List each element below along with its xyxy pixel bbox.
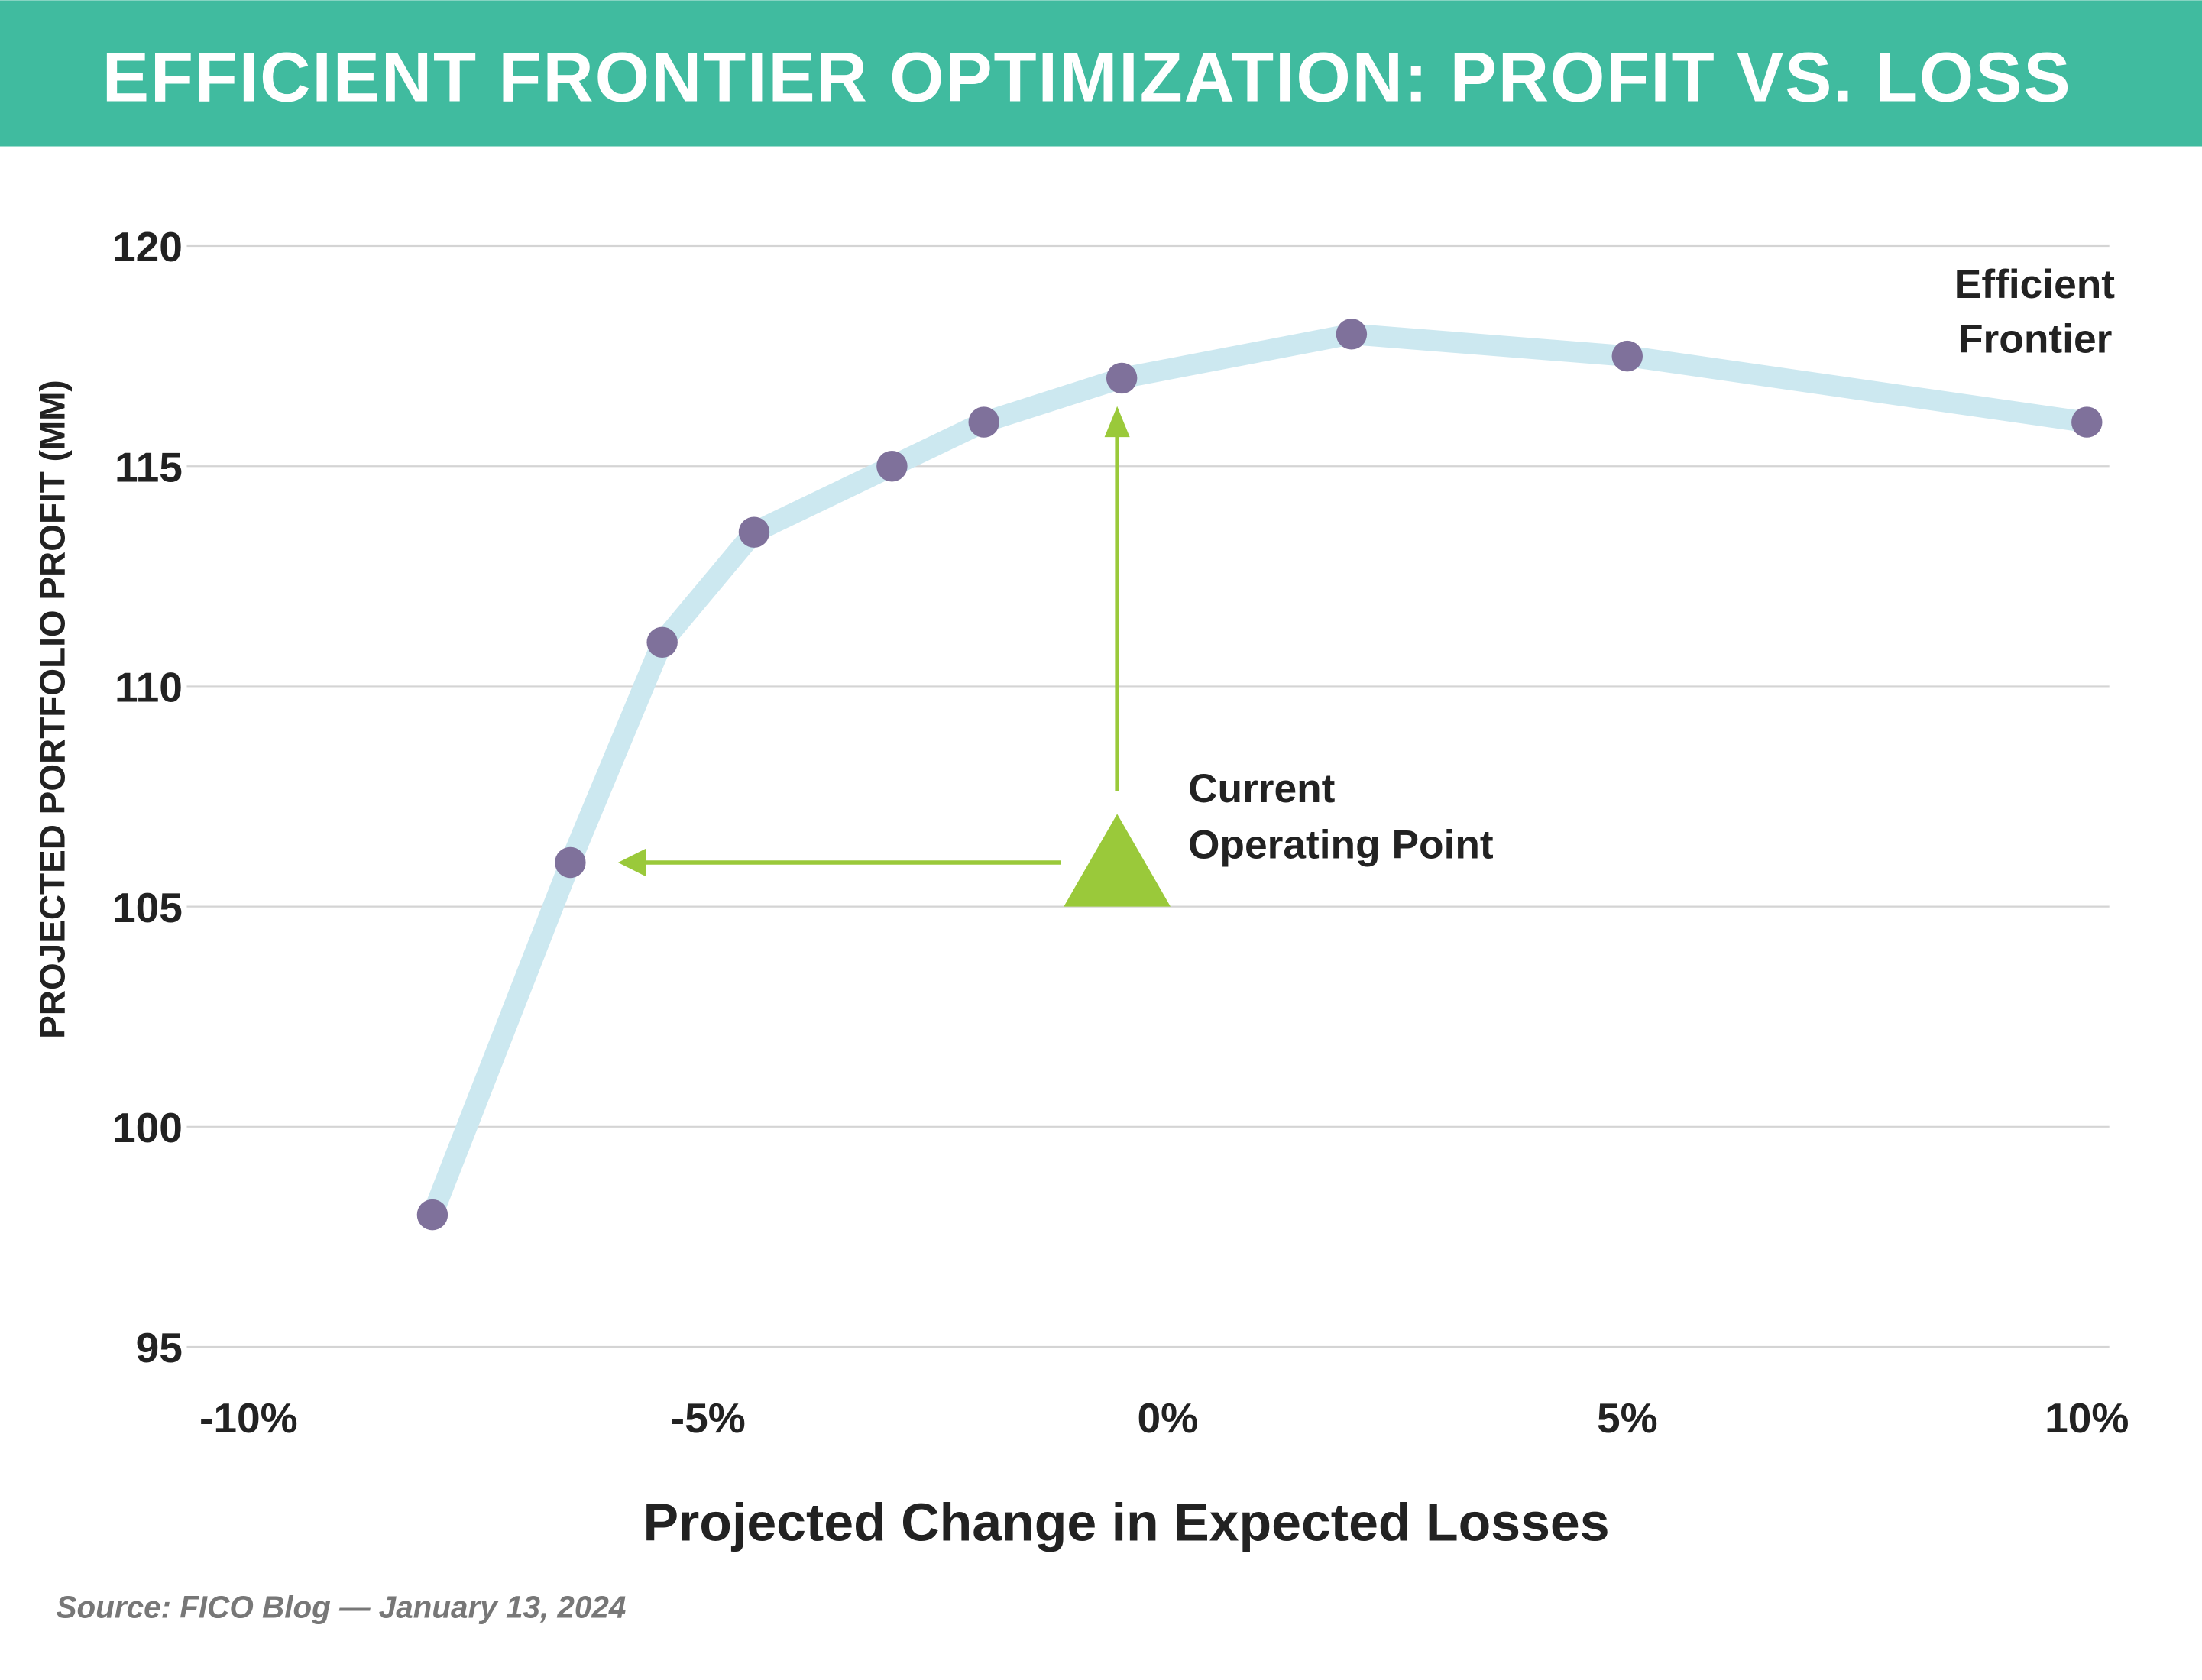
data-point (738, 516, 770, 548)
grid (186, 244, 2110, 1348)
x-axis-ticks: -10% -5% 0% 5% 10% (199, 1394, 2129, 1442)
data-point (646, 626, 678, 658)
frontier-label-line2: Frontier (1958, 317, 2112, 362)
x-tick-label: 5% (1597, 1394, 1658, 1442)
title-banner (0, 0, 2202, 147)
data-point (876, 451, 908, 482)
data-point (555, 846, 586, 879)
x-tick-label: -5% (671, 1394, 746, 1442)
data-point (416, 1199, 448, 1231)
x-tick-label: -10% (199, 1394, 298, 1442)
y-tick-label: 120 (112, 223, 183, 270)
y-tick-label: 105 (112, 884, 183, 931)
x-tick-label: 0% (1137, 1394, 1198, 1442)
data-point (2071, 406, 2103, 438)
current-operating-point-marker (1064, 814, 1171, 907)
x-tick-label: 10% (2045, 1394, 2129, 1442)
frontier-label-line1: Efficient (1954, 262, 2115, 307)
y-tick-label: 115 (115, 443, 183, 490)
operating-point-arrows (617, 406, 1130, 877)
operating-point-label-line1: Current (1188, 766, 1336, 811)
data-point (1611, 340, 1643, 372)
arrow-left-head (617, 848, 646, 877)
x-axis-label: Projected Change in Expected Losses (643, 1493, 1610, 1552)
data-point (968, 406, 999, 438)
frontier-points (416, 319, 2103, 1231)
chart-title: EFFICIENT FRONTIER OPTIMIZATION: PROFIT … (102, 39, 2072, 117)
y-tick-label: 95 (136, 1324, 183, 1371)
y-tick-label: 100 (112, 1104, 183, 1151)
data-point (1336, 319, 1368, 350)
y-tick-label: 110 (115, 664, 183, 711)
frontier-line (422, 323, 2098, 1225)
arrow-up-head (1104, 406, 1130, 438)
y-axis-label: PROJECTED PORTFOLIO PROFIT (MM) (33, 380, 73, 1039)
y-axis-ticks: 95 100 105 110 115 120 (112, 223, 183, 1371)
operating-point-label-line2: Operating Point (1188, 822, 1494, 867)
data-point (1106, 362, 1138, 394)
source-note: Source: FICO Blog — January 13, 2024 (57, 1590, 627, 1625)
